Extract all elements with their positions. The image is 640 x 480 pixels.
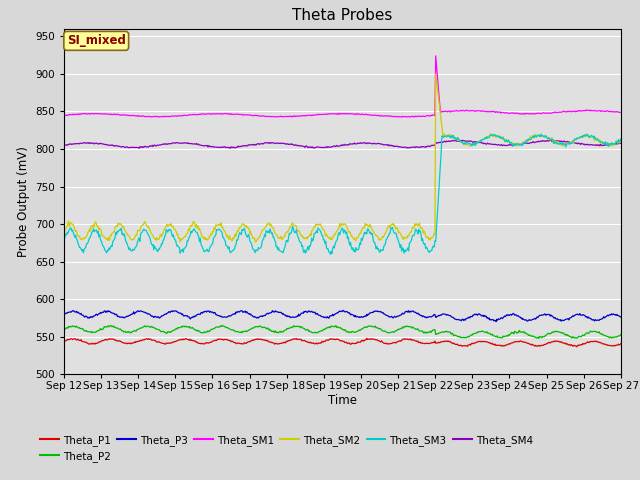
Theta_SM2 <box>184 229 192 235</box>
Line: Theta_SM1: Theta_SM1 <box>64 56 621 117</box>
Theta_SM3 <box>127 248 135 254</box>
Theta_P3 <box>340 308 348 313</box>
Theta_SM3 <box>70 232 78 238</box>
Theta_P2 <box>428 330 435 336</box>
Theta_SM3 <box>537 131 545 137</box>
Theta_SM1 <box>432 53 440 59</box>
Theta_P1 <box>363 336 371 341</box>
Theta_SM2 <box>60 227 68 232</box>
Theta_P2 <box>617 332 625 337</box>
Text: SI_mixed: SI_mixed <box>67 35 125 48</box>
Theta_P1 <box>428 340 435 346</box>
Theta_SM2 <box>252 239 259 245</box>
Line: Theta_P2: Theta_P2 <box>64 325 621 338</box>
Theta_SM2 <box>411 221 419 227</box>
Theta_P2 <box>184 324 192 330</box>
Theta_SM4 <box>428 143 435 148</box>
Theta_P1 <box>617 341 625 347</box>
Theta_SM2 <box>127 237 135 243</box>
Line: Theta_SM2: Theta_SM2 <box>64 74 621 242</box>
Theta_P2 <box>70 324 78 329</box>
Theta_SM3 <box>428 248 435 253</box>
Theta_P2 <box>535 336 543 341</box>
Title: Theta Probes: Theta Probes <box>292 9 392 24</box>
Theta_SM2 <box>428 235 435 240</box>
Theta_SM1 <box>127 113 135 119</box>
Theta_SM3 <box>326 252 334 257</box>
Theta_SM3 <box>214 227 221 233</box>
Theta_P2 <box>214 324 221 330</box>
Theta_P3 <box>184 314 192 320</box>
Theta_P3 <box>214 312 221 318</box>
Theta_SM2 <box>70 224 78 230</box>
Theta_P3 <box>492 319 500 324</box>
Theta_SM1 <box>411 113 419 119</box>
Theta_SM4 <box>547 137 555 143</box>
Theta_P1 <box>127 340 135 346</box>
Theta_SM3 <box>617 136 625 142</box>
Theta_SM4 <box>184 140 192 145</box>
Theta_SM4 <box>227 145 234 151</box>
Theta_P1 <box>184 336 192 342</box>
Theta_P1 <box>573 344 580 349</box>
Theta_SM4 <box>617 140 625 146</box>
Theta_P3 <box>428 314 435 320</box>
Theta_SM4 <box>214 144 221 150</box>
Theta_SM1 <box>428 112 435 118</box>
Theta_P1 <box>60 338 68 344</box>
Line: Theta_P1: Theta_P1 <box>64 338 621 347</box>
Theta_SM1 <box>410 114 418 120</box>
Theta_P1 <box>214 336 221 342</box>
Theta_SM2 <box>617 138 625 144</box>
Theta_SM4 <box>411 144 419 150</box>
Theta_SM2 <box>214 222 221 228</box>
Theta_P2 <box>411 325 419 331</box>
Theta_P3 <box>617 314 625 320</box>
Theta_SM4 <box>70 141 78 147</box>
X-axis label: Time: Time <box>328 394 357 407</box>
Theta_SM3 <box>184 239 192 244</box>
Y-axis label: Probe Output (mV): Probe Output (mV) <box>17 146 29 257</box>
Line: Theta_P3: Theta_P3 <box>64 311 621 322</box>
Theta_SM1 <box>617 109 625 115</box>
Theta_P3 <box>70 309 78 314</box>
Line: Theta_SM4: Theta_SM4 <box>64 140 621 148</box>
Theta_SM3 <box>60 238 68 243</box>
Theta_SM3 <box>411 230 419 236</box>
Theta_P1 <box>411 338 419 344</box>
Theta_P1 <box>70 336 78 342</box>
Theta_P2 <box>127 330 135 336</box>
Line: Theta_SM3: Theta_SM3 <box>64 134 621 254</box>
Theta_SM1 <box>214 111 221 117</box>
Theta_SM1 <box>184 112 192 118</box>
Theta_P3 <box>411 309 419 315</box>
Theta_P2 <box>332 323 340 328</box>
Theta_SM4 <box>127 144 135 150</box>
Theta_P3 <box>127 312 135 317</box>
Theta_SM2 <box>432 71 440 77</box>
Theta_SM1 <box>60 113 68 119</box>
Theta_P3 <box>60 312 68 317</box>
Legend: Theta_P1, Theta_P2, Theta_P3, Theta_SM1, Theta_SM2, Theta_SM3, Theta_SM4: Theta_P1, Theta_P2, Theta_P3, Theta_SM1,… <box>36 431 537 466</box>
Theta_P2 <box>60 327 68 333</box>
Theta_SM1 <box>70 112 78 118</box>
Theta_SM4 <box>60 142 68 148</box>
